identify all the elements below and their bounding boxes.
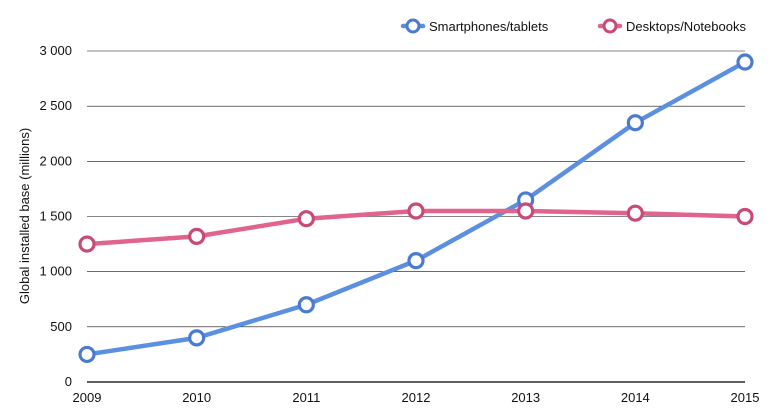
data-point [78, 235, 96, 253]
data-point [297, 210, 315, 228]
legend-item: Desktops/Notebooks [597, 18, 746, 34]
x-tick-label: 2009 [73, 390, 102, 405]
x-tick-label: 2011 [292, 390, 320, 405]
y-tick-label: 500 [50, 319, 72, 334]
legend-label: Desktops/Notebooks [626, 19, 746, 34]
data-point [297, 296, 315, 314]
legend-item: Smartphones/tablets [400, 18, 549, 34]
legend-swatch-marker [405, 18, 421, 34]
data-point [626, 204, 644, 222]
data-point [407, 252, 425, 270]
legend-label: Smartphones/tablets [429, 19, 549, 34]
series-lines [78, 53, 754, 364]
y-tick-label: 1 000 [39, 264, 72, 279]
data-point [517, 202, 535, 220]
x-tick-label: 2015 [731, 390, 760, 405]
legend: Smartphones/tablets Desktops/Notebooks [400, 18, 746, 34]
legend-swatch-marker [602, 18, 618, 34]
y-tick-label: 2 000 [39, 153, 72, 168]
y-axis-title: Global installed base (millions) [17, 128, 32, 304]
y-tick-label: 1 500 [39, 209, 72, 224]
axes: 0 500 1 000 1 500 2 000 2 500 3 000 2009 2010 201… [39, 43, 759, 405]
data-point [188, 227, 206, 245]
data-point [736, 53, 754, 71]
y-tick-label: 0 [65, 374, 72, 389]
data-point [626, 114, 644, 132]
data-point [736, 207, 754, 226]
y-tick-label: 2 500 [39, 98, 72, 113]
gridlines [87, 50, 745, 383]
x-tick-label: 2014 [621, 390, 650, 405]
data-point [407, 202, 425, 220]
x-tick-label: 2012 [402, 390, 431, 405]
series-1 [78, 202, 754, 253]
y-tick-label: 3 000 [39, 43, 72, 58]
data-point [78, 345, 96, 364]
data-point [188, 329, 206, 347]
x-tick-label: 2013 [511, 390, 540, 405]
x-tick-label: 2010 [182, 390, 211, 405]
